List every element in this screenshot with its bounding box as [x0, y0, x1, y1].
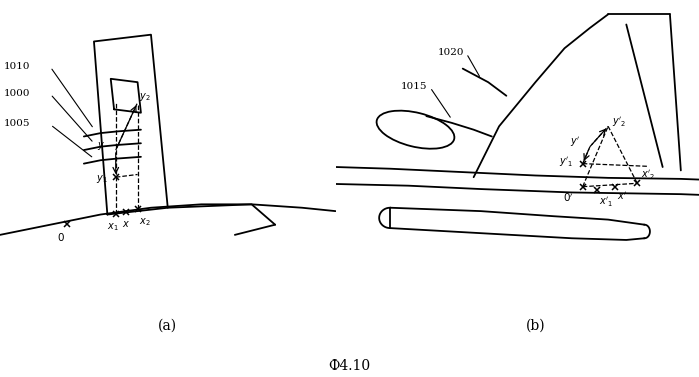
Text: $0$: $0$ [57, 231, 65, 243]
Text: $0'$: $0'$ [563, 192, 573, 204]
Text: $y_1$: $y_1$ [96, 173, 107, 185]
Text: $x'$: $x'$ [617, 190, 628, 202]
Text: $x'_2$: $x'_2$ [641, 169, 655, 182]
Text: $y'_1$: $y'_1$ [559, 156, 573, 169]
Text: $x_1$: $x_1$ [108, 221, 119, 233]
Text: $y$: $y$ [97, 140, 106, 152]
Text: (a): (a) [158, 319, 178, 333]
Text: (b): (b) [526, 319, 545, 333]
Text: $y'_2$: $y'_2$ [612, 115, 626, 129]
Text: Ф4.10: Ф4.10 [329, 359, 370, 373]
Text: 1020: 1020 [438, 48, 464, 57]
Text: 1015: 1015 [401, 82, 428, 91]
Text: $x$: $x$ [122, 219, 131, 229]
Text: $x'_1$: $x'_1$ [599, 196, 614, 209]
Text: 1010: 1010 [3, 61, 30, 70]
Text: 1000: 1000 [3, 89, 30, 98]
Text: $x_2$: $x_2$ [139, 217, 151, 228]
Text: 1005: 1005 [3, 119, 30, 128]
Text: $y'$: $y'$ [570, 135, 580, 149]
Text: $y_2$: $y_2$ [139, 91, 151, 103]
